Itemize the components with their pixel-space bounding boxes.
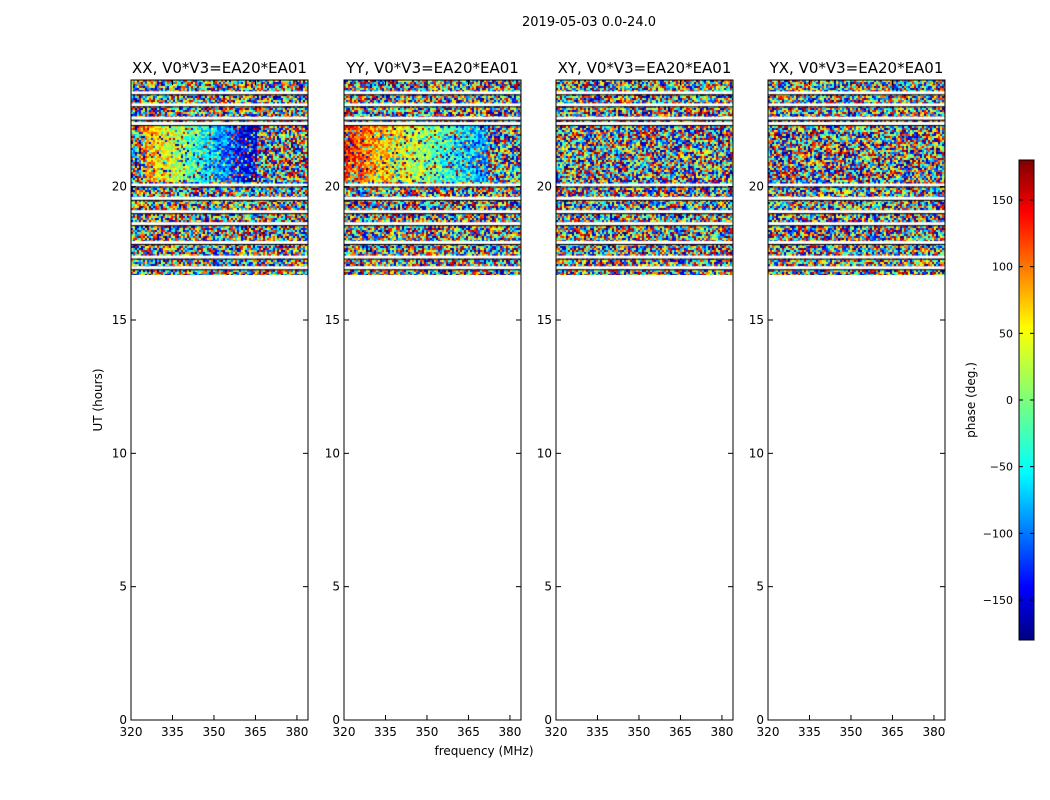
panel-1-title: XX, V0*V3=EA20*EA01 xyxy=(132,59,307,77)
panel-3-title: XY, V0*V3=EA20*EA01 xyxy=(558,59,732,77)
x-tick-label: 320 xyxy=(545,725,568,739)
x-tick-label: 380 xyxy=(710,725,733,739)
y-tick-label: 10 xyxy=(749,446,764,460)
x-tick-label: 380 xyxy=(922,725,945,739)
x-tick-label: 380 xyxy=(285,725,308,739)
y-tick-label: 10 xyxy=(537,446,552,460)
y-tick-label: 20 xyxy=(749,180,764,194)
x-tick-label: 350 xyxy=(416,725,439,739)
panel-2: YY, V0*V3=EA20*EA01 320 335 350 365 380 0 5 10 15… xyxy=(325,59,522,739)
y-tick-label: 0 xyxy=(332,713,340,727)
y-tick-label: 20 xyxy=(537,180,552,194)
x-tick-label: 365 xyxy=(244,725,267,739)
x-tick-label: 335 xyxy=(374,725,397,739)
y-tick-label: 0 xyxy=(544,713,552,727)
y-tick-label: 15 xyxy=(325,313,340,327)
x-tick-label: 320 xyxy=(333,725,356,739)
panels-group: XX, V0*V3=EA20*EA01 320 335 350 365 380 0 5 10 15… xyxy=(112,59,946,739)
y-tick-label: 20 xyxy=(325,180,340,194)
colorbar-tick-label: −50 xyxy=(990,461,1013,474)
y-tick-label: 5 xyxy=(544,580,552,594)
panel-2-title: YY, V0*V3=EA20*EA01 xyxy=(345,59,519,77)
x-tick-label: 365 xyxy=(457,725,480,739)
colorbar-tick-label: 150 xyxy=(992,194,1013,207)
x-axis-label: frequency (MHz) xyxy=(434,744,533,758)
panel-3: XY, V0*V3=EA20*EA01 320 335 350 365 380 0 5 10 15… xyxy=(537,59,734,739)
x-tick-label: 320 xyxy=(757,725,780,739)
panel-1: XX, V0*V3=EA20*EA01 320 335 350 365 380 0 5 10 15… xyxy=(112,59,309,739)
x-tick-label: 335 xyxy=(798,725,821,739)
x-tick-label: 350 xyxy=(840,725,863,739)
colorbar-tick-label: −150 xyxy=(983,594,1013,607)
panel-4-frame xyxy=(767,79,946,721)
y-tick-label: 5 xyxy=(756,580,764,594)
x-tick-label: 335 xyxy=(161,725,184,739)
panel-3-frame xyxy=(555,79,734,721)
panel-1-frame xyxy=(130,79,309,721)
x-tick-label: 365 xyxy=(881,725,904,739)
y-tick-label: 0 xyxy=(119,713,127,727)
panel-2-frame xyxy=(343,79,522,721)
colorbar-tick-label: −100 xyxy=(983,527,1013,540)
y-tick-label: 15 xyxy=(537,313,552,327)
colorbar-label: phase (deg.) xyxy=(964,362,978,438)
x-tick-label: 320 xyxy=(120,725,143,739)
panel-4: YX, V0*V3=EA20*EA01 320 335 350 365 380 0 5 10 15… xyxy=(749,59,946,739)
x-tick-label: 335 xyxy=(586,725,609,739)
colorbar: −150 −100 −50 0 50 100 150 phase (deg.) xyxy=(964,159,1035,641)
panel-4-heatmap xyxy=(768,80,945,275)
x-tick-label: 380 xyxy=(498,725,521,739)
colorbar-ticks: −150 −100 −50 0 50 100 150 xyxy=(983,194,1034,607)
figure-suptitle: 2019-05-03 0.0-24.0 xyxy=(522,15,656,30)
y-tick-label: 20 xyxy=(112,180,127,194)
x-tick-label: 350 xyxy=(203,725,226,739)
y-tick-label: 5 xyxy=(119,580,127,594)
panel-4-title: YX, V0*V3=EA20*EA01 xyxy=(769,59,944,77)
panel-1-heatmap xyxy=(131,80,308,275)
y-tick-label: 15 xyxy=(749,313,764,327)
y-tick-label: 10 xyxy=(112,446,127,460)
y-tick-label: 0 xyxy=(756,713,764,727)
y-tick-label: 5 xyxy=(332,580,340,594)
panel-3-heatmap xyxy=(556,80,733,275)
y-axis-label: UT (hours) xyxy=(91,368,105,431)
colorbar-tick-label: 50 xyxy=(999,327,1013,340)
colorbar-tick-label: 0 xyxy=(1006,394,1013,407)
x-tick-label: 365 xyxy=(669,725,692,739)
colorbar-tick-label: 100 xyxy=(992,261,1013,274)
y-tick-label: 10 xyxy=(325,446,340,460)
x-tick-label: 350 xyxy=(628,725,651,739)
panel-2-heatmap xyxy=(344,80,521,275)
y-tick-label: 15 xyxy=(112,313,127,327)
